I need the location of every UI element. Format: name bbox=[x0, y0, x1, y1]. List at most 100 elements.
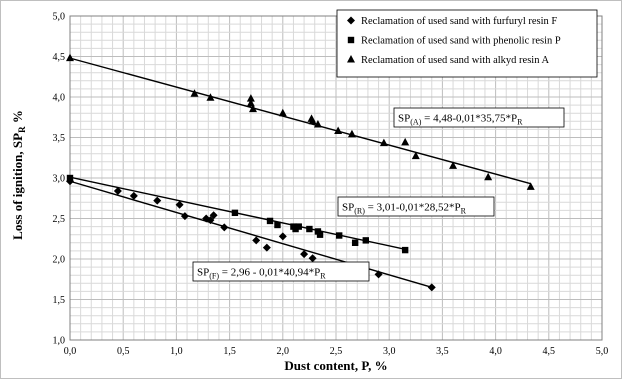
equation-main: SP bbox=[197, 267, 209, 279]
x-tick-label: 0,0 bbox=[64, 346, 77, 357]
trend-equation-square: SP(R) = 3,01-0,01*28,52*PR bbox=[337, 196, 495, 217]
x-axis-ticks: 0,0 0,5 1,0 1,5 2,0 2,5 3,0 3,5 4,0 4,5 5,0 bbox=[64, 346, 609, 357]
equation-body: = 4,48-0,01*35,75*P bbox=[421, 113, 517, 125]
gridlines bbox=[69, 15, 603, 341]
data-point-triangle bbox=[484, 172, 493, 181]
data-point-diamond bbox=[129, 191, 138, 200]
data-point-triangle bbox=[347, 129, 356, 138]
x-tick-label: 1,5 bbox=[223, 346, 236, 357]
legend-marker-square bbox=[347, 36, 355, 44]
data-point-diamond bbox=[252, 236, 261, 245]
y-axis-label-main: Loss of ignition, SP bbox=[10, 133, 25, 240]
equation-body: = 2,96 - 0,01*40,94*P bbox=[219, 267, 320, 279]
legend-label: Reclamation of used sand with phenolic r… bbox=[361, 36, 561, 47]
x-tick-label: 4,5 bbox=[543, 346, 556, 357]
data-point-square bbox=[295, 223, 302, 230]
legend-marker-diamond bbox=[347, 16, 355, 25]
equation-text: SP(A) = 4,48-0,01*35,75*PR bbox=[398, 113, 523, 127]
data-point-square bbox=[316, 231, 324, 238]
trend-line-diamond bbox=[69, 180, 432, 289]
data-point-triangle bbox=[278, 108, 287, 117]
data-point-square bbox=[274, 221, 281, 229]
data-point-diamond bbox=[308, 254, 317, 263]
data-point-square bbox=[401, 246, 409, 254]
equation-main: SP bbox=[398, 113, 410, 125]
legend-label: Reclamation of used sand with furfuryl r… bbox=[361, 16, 557, 27]
data-point-triangle bbox=[313, 120, 322, 128]
data-point-diamond bbox=[206, 216, 215, 225]
equation-subscript: R bbox=[320, 272, 326, 281]
data-point-diamond bbox=[209, 211, 218, 220]
x-tick-label: 1,0 bbox=[170, 346, 183, 357]
equation-box bbox=[393, 107, 565, 128]
data-point-diamond bbox=[113, 186, 122, 195]
x-tick-label: 2,0 bbox=[277, 346, 290, 357]
data-point-diamond bbox=[278, 232, 287, 241]
data-point-diamond bbox=[374, 270, 383, 279]
data-point-triangle bbox=[401, 137, 410, 146]
data-point-triangle bbox=[411, 151, 420, 160]
data-point-square bbox=[362, 237, 369, 244]
equation-subscript: R bbox=[517, 118, 523, 127]
y-axis-label-unit: % bbox=[10, 110, 25, 126]
data-point-square bbox=[335, 232, 343, 239]
data-point-diamond bbox=[262, 243, 271, 252]
equation-text: SP(F) = 2,96 - 0,01*40,94*PR bbox=[197, 267, 326, 281]
data-point-diamond bbox=[175, 200, 184, 209]
data-point-triangle bbox=[246, 98, 255, 107]
y-tick-label: 5,0 bbox=[53, 12, 66, 23]
data-point-triangle bbox=[449, 161, 458, 169]
data-point-triangle bbox=[206, 93, 215, 101]
y-tick-label: 2,0 bbox=[53, 255, 66, 266]
data-point-square bbox=[266, 217, 274, 225]
x-tick-label: 5,0 bbox=[596, 346, 609, 357]
data-point-diamond bbox=[153, 196, 162, 205]
x-tick-label: 3,5 bbox=[436, 346, 449, 357]
x-tick-label: 2,5 bbox=[330, 346, 343, 357]
y-axis-label-subscript: R bbox=[17, 126, 27, 133]
x-tick-label: 4,0 bbox=[489, 346, 502, 357]
equation-subscript: (R) bbox=[354, 207, 365, 216]
y-tick-label: 3,0 bbox=[53, 174, 66, 185]
y-tick-label: 1,5 bbox=[53, 295, 66, 306]
x-axis-label: Dust content, P, % bbox=[284, 358, 387, 373]
data-point-triangle bbox=[308, 116, 317, 125]
trend-equation-triangle: SP(A) = 4,48-0,01*35,75*PR bbox=[393, 107, 565, 128]
y-tick-label: 4,5 bbox=[53, 52, 66, 63]
y-axis-ticks: 1,0 1,5 2,0 2,5 3,0 3,5 4,0 4,5 5,0 bbox=[53, 12, 66, 347]
equation-subscript: R bbox=[461, 207, 467, 216]
y-tick-label: 4,0 bbox=[53, 93, 66, 104]
data-point-square bbox=[314, 228, 322, 235]
equation-subscript: (F) bbox=[209, 272, 219, 281]
equation-main: SP bbox=[342, 202, 354, 214]
equation-subscript: (A) bbox=[410, 118, 421, 127]
legend-box bbox=[336, 9, 598, 78]
data-point-triangle bbox=[190, 89, 199, 97]
data-point-diamond bbox=[220, 223, 229, 232]
equation-body: = 3,01-0,01*28,52*P bbox=[365, 202, 461, 214]
equation-box bbox=[192, 261, 370, 282]
equation-box bbox=[337, 196, 495, 217]
x-tick-label: 0,5 bbox=[117, 346, 130, 357]
data-point-triangle bbox=[66, 53, 74, 62]
data-point-triangle bbox=[249, 104, 258, 113]
y-tick-label: 1,0 bbox=[53, 336, 66, 347]
data-point-diamond bbox=[300, 250, 309, 259]
data-point-triangle bbox=[246, 94, 255, 102]
data-point-triangle bbox=[334, 126, 343, 135]
legend: Reclamation of used sand with furfuryl r… bbox=[336, 9, 598, 78]
data-point-square bbox=[351, 239, 359, 246]
legend-label: Reclamation of used sand with alkyd resi… bbox=[361, 55, 550, 66]
data-point-square bbox=[231, 209, 239, 217]
data-point-square bbox=[306, 225, 313, 233]
y-tick-label: 3,5 bbox=[53, 133, 66, 144]
trend-line-triangle bbox=[69, 57, 531, 185]
data-point-diamond bbox=[180, 212, 189, 221]
trend-equation-diamond: SP(F) = 2,96 - 0,01*40,94*PR bbox=[192, 261, 370, 282]
y-axis-label: Loss of ignition, SPR % bbox=[10, 110, 27, 240]
data-points bbox=[66, 53, 535, 292]
y-tick-label: 2,5 bbox=[53, 214, 66, 225]
data-point-triangle bbox=[379, 138, 388, 147]
x-tick-label: 3,0 bbox=[383, 346, 396, 357]
